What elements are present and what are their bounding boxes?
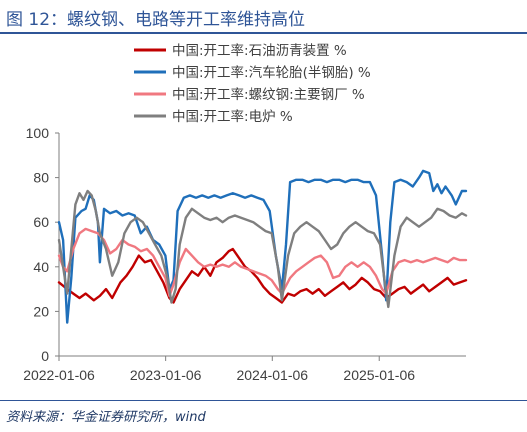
footer-rule (0, 400, 527, 401)
y-tick-label: 60 (33, 214, 49, 230)
axes: 0 20 40 60 80 100 2022-01-06 2023-01-06 2024-01-… (23, 125, 466, 383)
series-group (57, 169, 468, 324)
figure-title: 图 12：螺纹钢、电路等开工率维持高位 (6, 10, 306, 30)
legend-label: 中国:开工率:汽车轮胎(半钢胎) % (172, 64, 371, 81)
series-line-2 (57, 169, 468, 324)
series-line-1 (57, 247, 468, 304)
x-tick-label: 2023-01-06 (130, 367, 202, 383)
line-chart: 0 20 40 60 80 100 2022-01-06 2023-01-06 2024-01-… (23, 42, 468, 383)
series-line-3 (57, 227, 468, 297)
y-tick-label: 40 (33, 259, 49, 275)
title-bar: 图 12：螺纹钢、电路等开工率维持高位 (0, 0, 527, 34)
series-line-4 (57, 189, 468, 309)
source-note: 资料来源：华金证券研究所，wind (6, 410, 206, 425)
x-tick-label: 2022-01-06 (23, 367, 95, 383)
y-tick-label: 100 (26, 125, 50, 141)
x-tick-label: 2024-01-06 (236, 367, 308, 383)
y-tick-label: 0 (41, 348, 49, 364)
legend-label: 中国:开工率:石油沥青装置 % (172, 42, 347, 59)
legend-label: 中国:开工率:电炉 % (172, 108, 293, 125)
x-tick-label: 2025-01-06 (343, 367, 415, 383)
y-tick-label: 20 (33, 303, 49, 319)
legend: 中国:开工率:石油沥青装置 % 中国:开工率:汽车轮胎(半钢胎) % 中国:开工率:… (134, 42, 371, 125)
y-tick-label: 80 (33, 170, 49, 186)
legend-label: 中国:开工率:螺纹钢:主要钢厂 % (172, 86, 365, 103)
